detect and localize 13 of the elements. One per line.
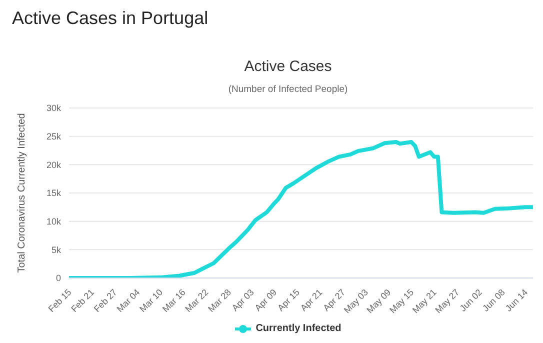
text: Active Cases in Portugal	[12, 8, 208, 29]
y-tick-label: 0	[56, 273, 61, 284]
legend-label: Currently Infected	[256, 323, 342, 334]
y-tick-label: 10k	[46, 216, 62, 227]
chart-title: Active Cases	[243, 58, 333, 75]
y-axis-title: Total Coronavirus Currently Infected	[16, 113, 28, 273]
y-tick-label: 15k	[46, 188, 62, 198]
y-tick-label: 25k	[46, 132, 62, 142]
y-tick-label: 30k	[46, 103, 62, 114]
chart-subtitle: (Number of Infected People)	[227, 84, 349, 95]
y-tick-label: 5k	[51, 244, 62, 255]
y-tick-label: 20k	[46, 160, 62, 170]
line-series	[69, 140, 533, 278]
